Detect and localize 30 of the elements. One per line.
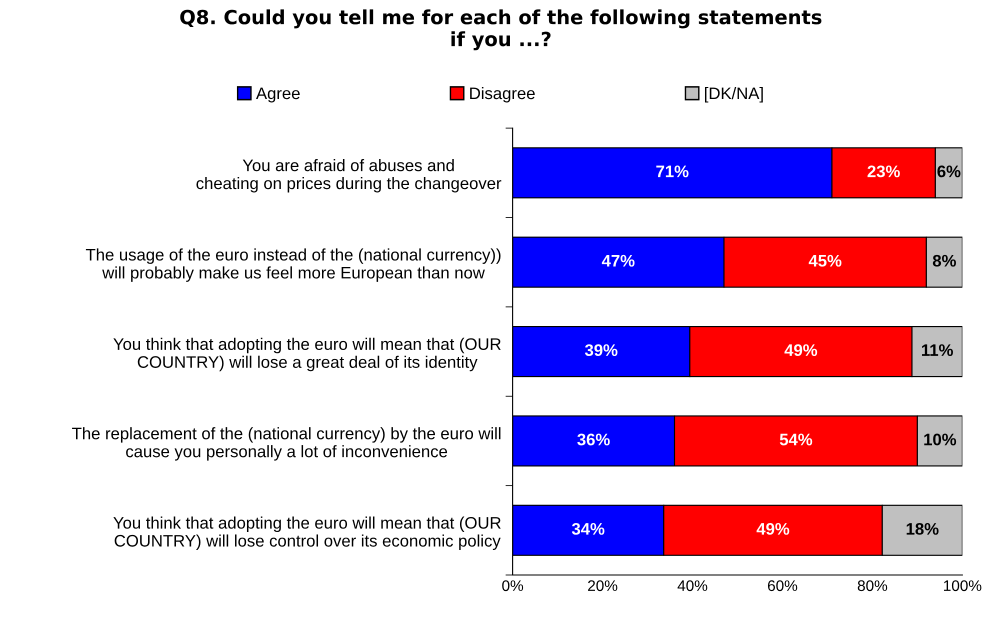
y-tick-label: You are afraid of abuses and cheating on prices during the changeover (196, 159, 502, 192)
x-tick-label: 0% (502, 580, 524, 592)
data-label: 10% (924, 434, 956, 446)
data-label: 47% (602, 254, 635, 267)
x-tick-label: 20% (588, 580, 618, 592)
x-tick-label: 100% (944, 580, 982, 592)
data-label: 45% (808, 254, 842, 267)
data-label: 6% (937, 165, 960, 178)
legend-label: Disagree (470, 86, 535, 102)
y-tick-label: You think that adopting the euro will mean that (OUR COUNTRY) will lose a great deal of its identity (113, 338, 501, 372)
data-label: 23% (868, 165, 900, 178)
data-label: 39% (584, 344, 618, 356)
data-label: 71% (656, 166, 689, 178)
data-label: 11% (922, 344, 953, 356)
legend-label: Agree (256, 88, 300, 102)
x-tick-label: 40% (678, 580, 708, 592)
data-label: 49% (756, 522, 790, 535)
y-tick-label: The usage of the euro instead of the (national currency)) will probably make us feel more European than now (86, 248, 500, 282)
data-label: 36% (577, 434, 610, 446)
x-tick-label: 60% (768, 580, 798, 592)
chart-title: Q8. Could you tell me for each of the following statements if you ...? (180, 9, 822, 50)
y-tick-label: You think that adopting the euro will mean that (OUR COUNTRY) will lose control over its economic policy (113, 516, 501, 550)
data-label: 34% (572, 522, 604, 535)
x-tick-label: 80% (858, 580, 888, 592)
legend-label: [DK/NA] (704, 86, 763, 102)
y-tick-label: The replacement of the (national currency) by the euro will cause you personally a lot of inconvenience (72, 427, 500, 461)
data-label: 49% (784, 344, 818, 356)
data-label: 8% (932, 254, 956, 267)
data-label: 54% (780, 434, 812, 446)
data-label: 18% (906, 522, 939, 535)
